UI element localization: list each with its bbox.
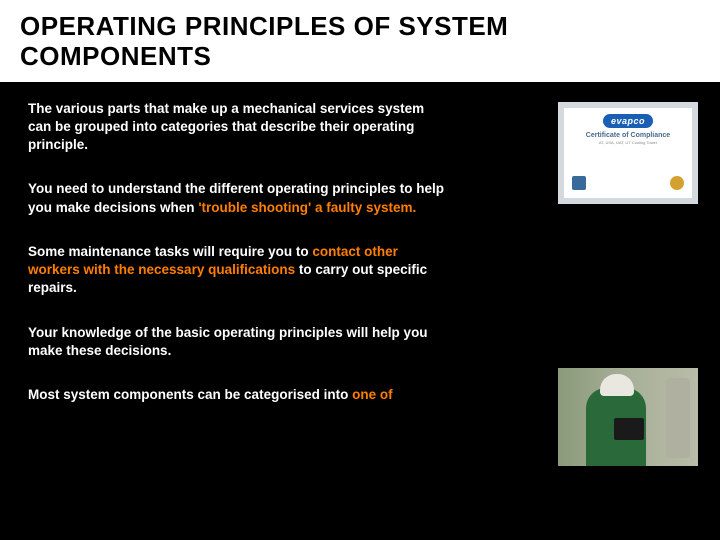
paragraph-4: Your knowledge of the basic operating pr…: [28, 324, 448, 360]
p2-highlight: 'trouble shooting' a faulty system.: [198, 200, 416, 215]
p3-text-a: Some maintenance tasks will require you …: [28, 244, 312, 259]
tablet-shape: [614, 418, 644, 440]
cert-title: Certificate of Compliance: [586, 132, 670, 139]
worker-image: [558, 368, 698, 466]
paragraph-2: You need to understand the different ope…: [28, 180, 448, 216]
paragraph-5: Most system components can be categorise…: [28, 386, 448, 404]
pipe-shape: [666, 378, 690, 458]
page-title: OPERATING PRINCIPLES OF SYSTEM COMPONENT…: [20, 12, 700, 72]
p5-text-a: Most system components can be categorise…: [28, 387, 352, 402]
cert-sub: AT, USA, UAT, UT Cooling Tower: [599, 141, 657, 146]
hardhat-shape: [600, 374, 634, 396]
cert-logo: evapco: [603, 114, 653, 128]
cert-seal-right: [670, 176, 684, 190]
title-bar: OPERATING PRINCIPLES OF SYSTEM COMPONENT…: [0, 0, 720, 82]
certificate-image: evapco Certificate of Compliance AT, USA…: [558, 102, 698, 204]
paragraph-3: Some maintenance tasks will require you …: [28, 243, 448, 298]
paragraph-1: The various parts that make up a mechani…: [28, 100, 448, 155]
cert-seal-left: [572, 176, 586, 190]
p5-highlight: one of: [352, 387, 393, 402]
